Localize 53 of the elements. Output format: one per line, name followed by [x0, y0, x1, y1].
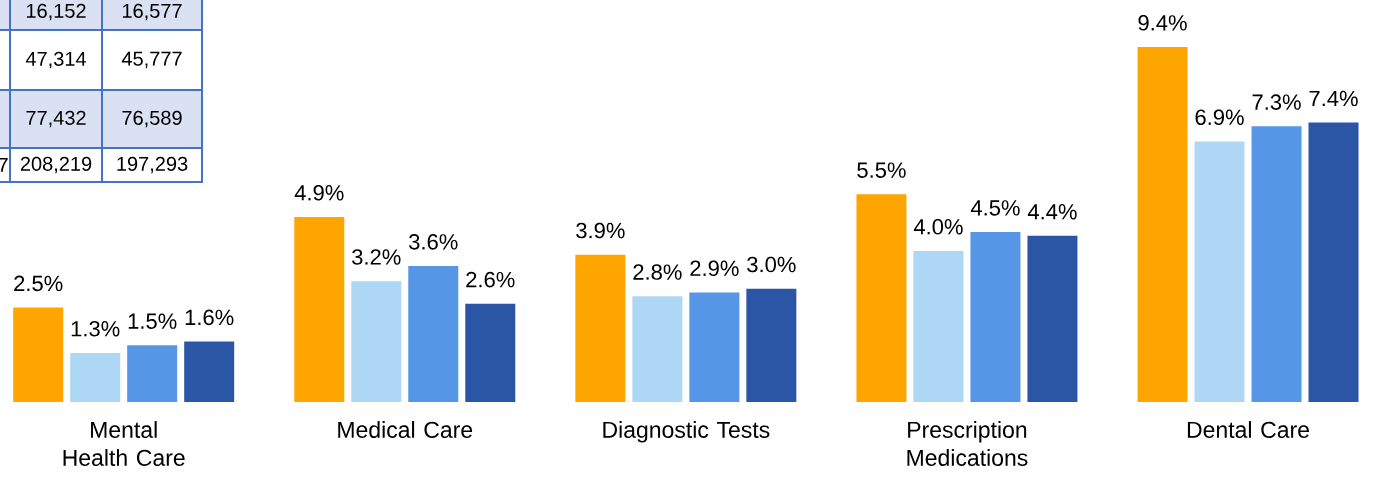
x-tick-label: Diagnostic Tests: [603, 421, 770, 443]
data-label: 1.5%: [128, 313, 177, 329]
data-label: 2.8%: [633, 264, 682, 280]
data-label: 9.4%: [1138, 15, 1187, 31]
bar: [13, 307, 64, 402]
bar: [184, 341, 235, 402]
annotation: 197,293: [117, 156, 188, 174]
bar: [127, 345, 178, 402]
bar: [746, 288, 797, 402]
text: 16,577: [122, 3, 182, 21]
bar: [1308, 122, 1359, 402]
data-label: 1.3%: [71, 320, 120, 337]
bar: [408, 266, 459, 402]
annotation: 208,219: [20, 156, 92, 174]
bar: [1137, 47, 1188, 402]
data-label: 3.6%: [409, 234, 458, 250]
annotation: 76,589: [122, 110, 182, 128]
data-label: 7.4%: [1309, 90, 1358, 107]
data-label: 4.0%: [913, 218, 963, 235]
data-label: 7.3%: [1252, 94, 1301, 110]
bar: [1027, 235, 1078, 402]
data-label: 3.0%: [747, 256, 796, 273]
data-label: 6.9%: [1195, 109, 1244, 126]
data-label: 2.9%: [690, 260, 739, 277]
text: 16,152: [26, 3, 86, 21]
data-label: 4.4%: [1027, 204, 1077, 220]
x-tick-label: Dental Care: [1187, 421, 1309, 438]
bar: [913, 250, 964, 402]
data-label: 3.2%: [352, 249, 401, 265]
bar: [1194, 141, 1245, 402]
data-label: 4.5%: [970, 200, 1020, 216]
bar: [689, 292, 740, 402]
bar: [465, 303, 516, 402]
data-label: 2.5%: [14, 275, 63, 292]
bar: [70, 352, 121, 402]
data-label: 5.5%: [857, 162, 906, 178]
x-tick-label: Mental Health Care: [63, 421, 185, 466]
annotation: 77,432: [26, 110, 86, 128]
data-label: 1.6%: [185, 309, 234, 326]
bar: [294, 216, 345, 402]
annotation: 45,777: [121, 51, 182, 69]
bar: [575, 254, 626, 402]
bar: [632, 296, 683, 402]
data-label: 3.9%: [576, 222, 625, 239]
x-tick-label: Prescription Medications: [907, 421, 1028, 466]
bar: [856, 194, 907, 402]
x-tick-label: Medical Care: [338, 421, 473, 438]
bar: [1251, 126, 1302, 402]
data-label: 4.9%: [294, 184, 344, 201]
annotation: 47,314: [25, 51, 86, 69]
bar: [970, 232, 1021, 402]
data-label: 2.6%: [466, 271, 515, 288]
bar: [351, 281, 402, 402]
